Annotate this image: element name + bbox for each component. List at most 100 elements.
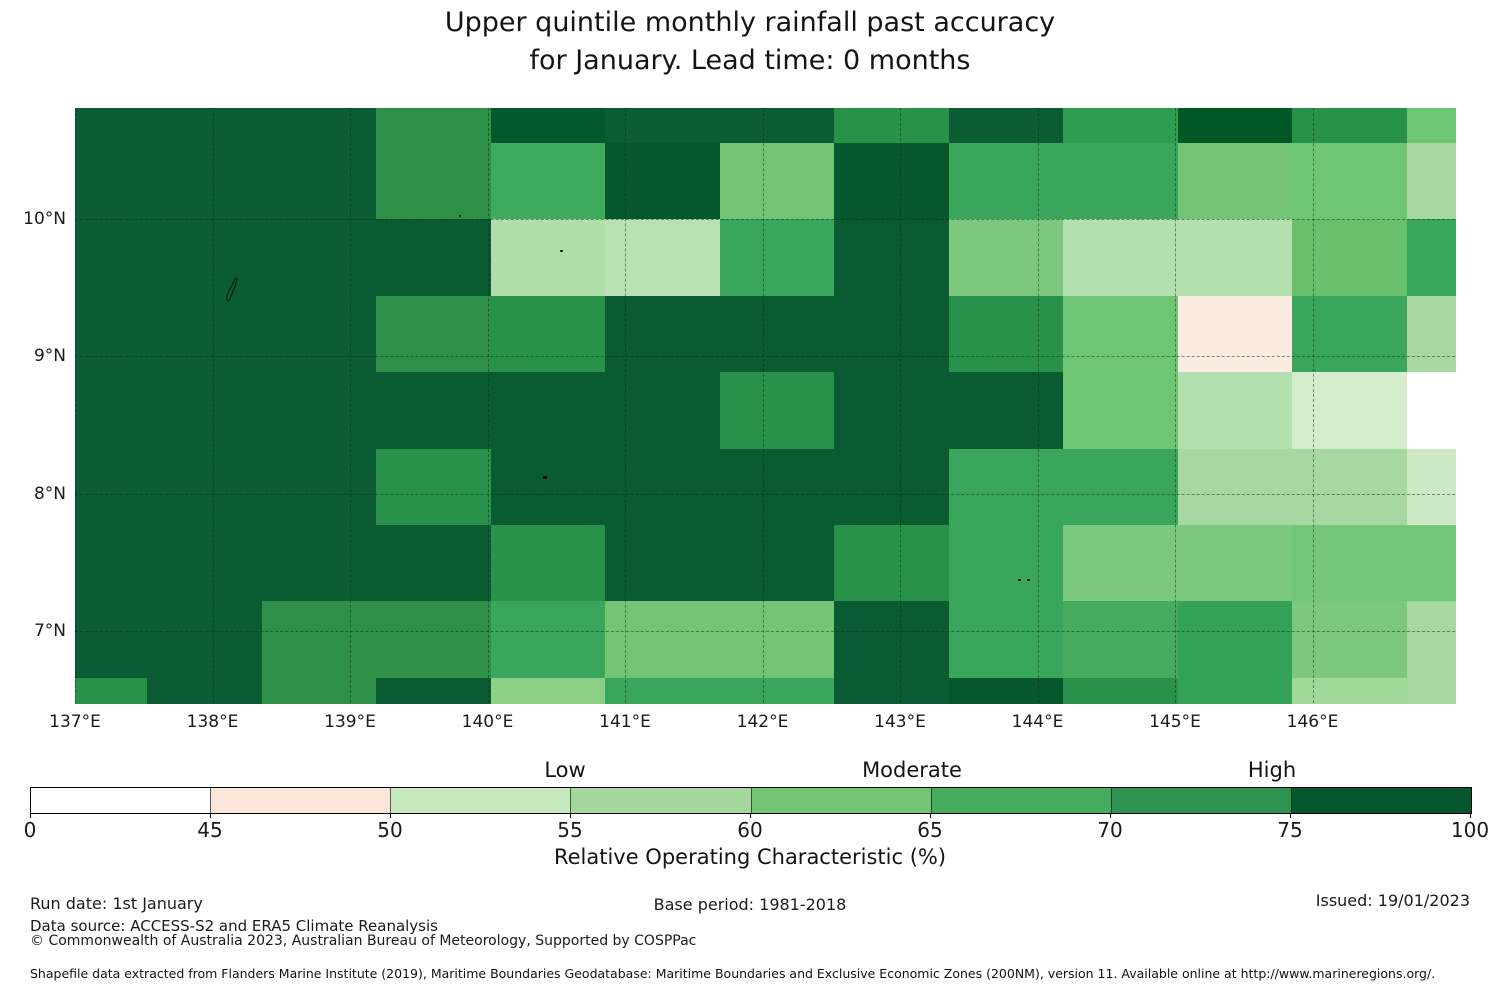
x-tick-label: 145°E <box>1149 712 1201 732</box>
longitude-gridline <box>762 108 764 703</box>
map-cell <box>147 677 263 704</box>
map-cell <box>948 525 1064 602</box>
map-cell <box>948 108 1064 144</box>
map-cell <box>834 677 950 704</box>
colorbar-tick-label: 65 <box>917 818 943 842</box>
map-cell <box>75 108 148 144</box>
map-cell <box>147 143 263 220</box>
x-tick-label: 142°E <box>736 712 789 732</box>
colorbar-category-label: High <box>1247 758 1297 782</box>
colorbar-segment <box>931 788 1112 813</box>
colorbar-tick-label: 0 <box>23 818 37 842</box>
map-cell <box>147 601 263 679</box>
map-cell <box>490 219 606 297</box>
island-dot <box>1018 579 1021 581</box>
latitude-gridline <box>75 218 1455 220</box>
longitude-gridline <box>900 108 901 703</box>
map-cell <box>261 219 377 297</box>
longitude-gridline <box>75 108 76 703</box>
map-cell <box>376 219 492 297</box>
colorbar-tick-label: 60 <box>737 818 763 842</box>
colorbar-category-label: Moderate <box>862 758 962 782</box>
colorbar-tick-mark <box>930 813 931 818</box>
map-cell <box>1177 601 1293 679</box>
map-cell <box>1292 219 1408 297</box>
map-cell <box>834 448 950 526</box>
colorbar-segment <box>31 788 212 813</box>
rainfall-accuracy-heatmap <box>75 108 1456 704</box>
map-cell <box>261 677 377 704</box>
map-cell <box>1406 601 1456 679</box>
map-cell <box>1406 219 1456 297</box>
island-outline <box>226 277 238 302</box>
map-cell <box>490 143 606 220</box>
map-cell <box>261 448 377 526</box>
map-cell <box>490 372 606 450</box>
map-cell <box>605 601 721 679</box>
copyright-text: © Commonwealth of Australia 2023, Austra… <box>30 933 697 949</box>
colorbar-segment <box>1111 788 1292 813</box>
map-cell <box>490 108 606 144</box>
colorbar-category-label: Low <box>544 758 586 782</box>
map-cell <box>261 601 377 679</box>
map-cell <box>605 143 721 220</box>
map-cell <box>834 143 950 220</box>
map-cell <box>1063 108 1179 144</box>
map-cell <box>948 219 1064 297</box>
base-period-text: Base period: 1981-2018 <box>653 895 847 914</box>
map-cell <box>948 448 1064 526</box>
map-cell <box>147 372 263 450</box>
colorbar-tick-mark <box>750 813 751 818</box>
map-cell <box>376 525 492 602</box>
x-tick-label: 140°E <box>461 712 514 732</box>
colorbar-tick-mark <box>1290 813 1291 818</box>
map-cell <box>75 525 148 602</box>
island-dot <box>459 215 461 217</box>
chart-title-line1: Upper quintile monthly rainfall past acc… <box>444 7 1056 38</box>
map-cell <box>1292 143 1408 220</box>
longitude-gridline <box>1175 108 1176 703</box>
map-cell <box>147 108 263 144</box>
x-tick-label: 139°E <box>324 712 376 732</box>
colorbar-tick-mark <box>1110 813 1111 818</box>
map-cell <box>75 372 148 450</box>
map-cell <box>1292 108 1408 144</box>
map-cell <box>1063 448 1179 526</box>
map-cell <box>147 295 263 373</box>
colorbar-axis-label: Relative Operating Characteristic (%) <box>553 845 947 869</box>
map-cell <box>1063 295 1179 373</box>
map-cell <box>75 677 148 704</box>
map-cell <box>719 448 835 526</box>
colorbar-segment <box>211 788 392 813</box>
map-cell <box>948 143 1064 220</box>
map-cell <box>261 372 377 450</box>
map-cell <box>376 295 492 373</box>
map-cell <box>834 601 950 679</box>
map-cell <box>376 601 492 679</box>
map-cell <box>1406 677 1456 704</box>
colorbar-tick-mark <box>30 813 31 818</box>
map-cell <box>376 108 492 144</box>
x-tick-label: 138°E <box>186 712 239 732</box>
chart-title: Upper quintile monthly rainfall past acc… <box>0 4 1500 80</box>
map-cell <box>1177 677 1293 704</box>
map-cell <box>1406 295 1456 373</box>
map-cell <box>1406 108 1456 144</box>
x-tick-label: 137°E <box>49 712 101 732</box>
map-cell <box>147 448 263 526</box>
map-cell <box>605 295 721 373</box>
colorbar-tick-label: 50 <box>377 818 403 842</box>
map-cell <box>719 372 835 450</box>
colorbar-tick-mark <box>210 813 211 818</box>
map-cell <box>1292 448 1408 526</box>
map-cell <box>490 448 606 526</box>
y-tick-label: 7°N <box>33 621 66 642</box>
longitude-gridline <box>1312 108 1314 703</box>
latitude-gridline <box>75 631 1455 633</box>
map-cell <box>1177 143 1293 220</box>
longitude-gridline <box>212 108 214 703</box>
island-dot <box>1027 579 1030 581</box>
map-cell <box>1292 677 1408 704</box>
x-tick-label: 143°E <box>874 712 926 732</box>
map-cell <box>75 295 148 373</box>
